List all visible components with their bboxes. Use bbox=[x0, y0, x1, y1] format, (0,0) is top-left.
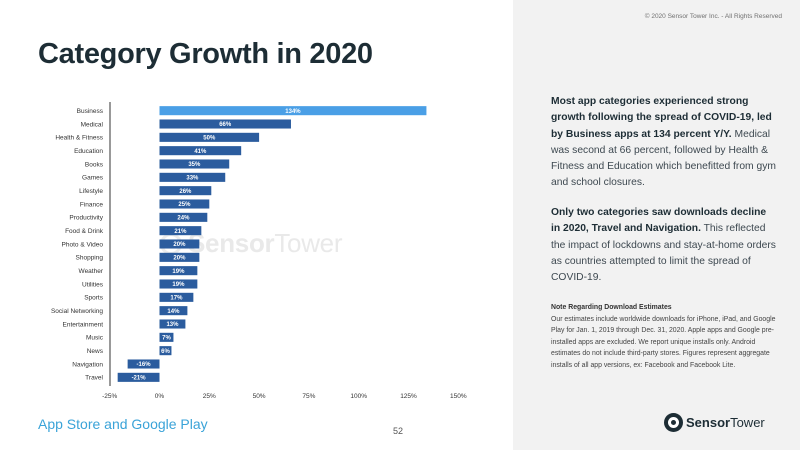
category-label: Medical bbox=[81, 121, 104, 128]
note-title: Note Regarding Download Estimates bbox=[551, 304, 672, 311]
bar-news bbox=[159, 346, 172, 356]
bar-photo-video bbox=[159, 239, 200, 249]
commentary-p1-text: Medical was second at 66 percent, follow… bbox=[551, 128, 776, 189]
data-label: 19% bbox=[172, 282, 185, 288]
page-title: Category Growth in 2020 bbox=[38, 38, 373, 70]
category-label: Photo & Video bbox=[62, 241, 104, 248]
bar-games bbox=[159, 172, 226, 182]
data-label: 14% bbox=[167, 309, 180, 315]
data-label: 20% bbox=[173, 242, 186, 248]
bar-health-fitness bbox=[159, 132, 260, 142]
commentary-p1-bold: Most app categories experienced strong g… bbox=[551, 96, 772, 140]
x-tick-label: 125% bbox=[400, 393, 417, 400]
bar-finance bbox=[159, 199, 210, 209]
data-label: -21% bbox=[132, 375, 147, 381]
category-label: Business bbox=[77, 108, 104, 115]
data-label: 24% bbox=[177, 215, 190, 221]
category-label: Entertainment bbox=[63, 321, 104, 328]
logo-text-bold: Sensor bbox=[686, 415, 731, 430]
category-label: Sports bbox=[84, 295, 104, 302]
commentary-paragraph-2: Only two categories saw downloads declin… bbox=[551, 205, 776, 286]
x-tick-label: 50% bbox=[253, 393, 266, 400]
data-label: 6% bbox=[161, 349, 170, 355]
bar-lifestyle bbox=[159, 186, 212, 196]
bar-navigation bbox=[127, 359, 160, 369]
data-label: 7% bbox=[162, 335, 171, 341]
bar-social-networking bbox=[159, 306, 188, 316]
category-label: News bbox=[87, 348, 104, 355]
commentary-paragraph-1: Most app categories experienced strong g… bbox=[551, 94, 776, 192]
category-label: Food & Drink bbox=[65, 228, 104, 235]
bar-books bbox=[159, 159, 230, 169]
category-label: Social Networking bbox=[51, 308, 103, 315]
data-label: 20% bbox=[173, 255, 186, 261]
x-tick-label: 75% bbox=[302, 393, 315, 400]
bar-weather bbox=[159, 266, 198, 276]
bar-medical bbox=[159, 119, 291, 129]
watermark-bold: Sensor bbox=[188, 228, 275, 258]
data-label: 21% bbox=[174, 229, 187, 235]
category-label: Utilities bbox=[82, 281, 104, 288]
data-label: 19% bbox=[172, 269, 185, 275]
data-label: 66% bbox=[219, 122, 232, 128]
commentary-p2-bold: Only two categories saw downloads declin… bbox=[551, 207, 767, 235]
category-label: Health & Fitness bbox=[55, 135, 103, 142]
page-number: 52 bbox=[393, 426, 404, 436]
bar-music bbox=[159, 332, 174, 342]
data-label: -16% bbox=[137, 362, 152, 368]
data-label: 35% bbox=[188, 162, 201, 168]
category-label: Music bbox=[86, 335, 104, 342]
category-label: Finance bbox=[80, 201, 104, 208]
category-label: Education bbox=[74, 148, 103, 155]
bar-entertainment bbox=[159, 319, 186, 329]
data-label: 17% bbox=[170, 295, 183, 301]
data-label: 33% bbox=[186, 175, 199, 181]
bar-shopping bbox=[159, 252, 200, 262]
download-estimates-note: Note Regarding Download Estimates Our es… bbox=[551, 302, 779, 372]
category-label: Lifestyle bbox=[79, 188, 103, 195]
watermark-light: Tower bbox=[274, 228, 343, 258]
data-label: 50% bbox=[203, 135, 216, 141]
bar-sports bbox=[159, 292, 194, 302]
data-label: 13% bbox=[166, 322, 179, 328]
category-label: Games bbox=[82, 175, 104, 182]
sensor-tower-logo-icon bbox=[664, 413, 683, 432]
commentary-p2-text: This reflected the impact of lockdowns a… bbox=[551, 223, 776, 284]
bar-productivity bbox=[159, 212, 208, 222]
watermark: SensorTower bbox=[160, 228, 343, 259]
sensor-tower-logo: Sensor Tower bbox=[664, 413, 765, 432]
category-label: Navigation bbox=[72, 361, 103, 368]
x-tick-label: 25% bbox=[203, 393, 216, 400]
category-label: Books bbox=[85, 161, 104, 168]
data-label: 134% bbox=[285, 109, 301, 115]
data-label: 26% bbox=[179, 189, 192, 195]
x-tick-label: 100% bbox=[350, 393, 367, 400]
category-label: Weather bbox=[79, 268, 104, 275]
chart-subtitle: App Store and Google Play bbox=[38, 416, 208, 432]
x-tick-label: 0% bbox=[155, 393, 165, 400]
copyright-notice: © 2020 Sensor Tower Inc. - All Rights Re… bbox=[644, 13, 782, 20]
bar-travel bbox=[117, 372, 160, 382]
note-body: Our estimates include worldwide download… bbox=[551, 315, 776, 369]
bar-food-drink bbox=[159, 226, 202, 236]
data-label: 25% bbox=[178, 202, 191, 208]
category-label: Productivity bbox=[69, 215, 103, 222]
category-label: Shopping bbox=[76, 255, 104, 262]
bar-education bbox=[159, 146, 242, 156]
bar-business bbox=[159, 106, 427, 116]
x-tick-label: -25% bbox=[102, 393, 117, 400]
commentary-panel bbox=[513, 0, 800, 450]
bar-utilities bbox=[159, 279, 198, 289]
logo-text-light: Tower bbox=[730, 415, 765, 430]
category-label: Travel bbox=[85, 375, 103, 382]
data-label: 41% bbox=[194, 149, 207, 155]
x-tick-label: 150% bbox=[450, 393, 467, 400]
